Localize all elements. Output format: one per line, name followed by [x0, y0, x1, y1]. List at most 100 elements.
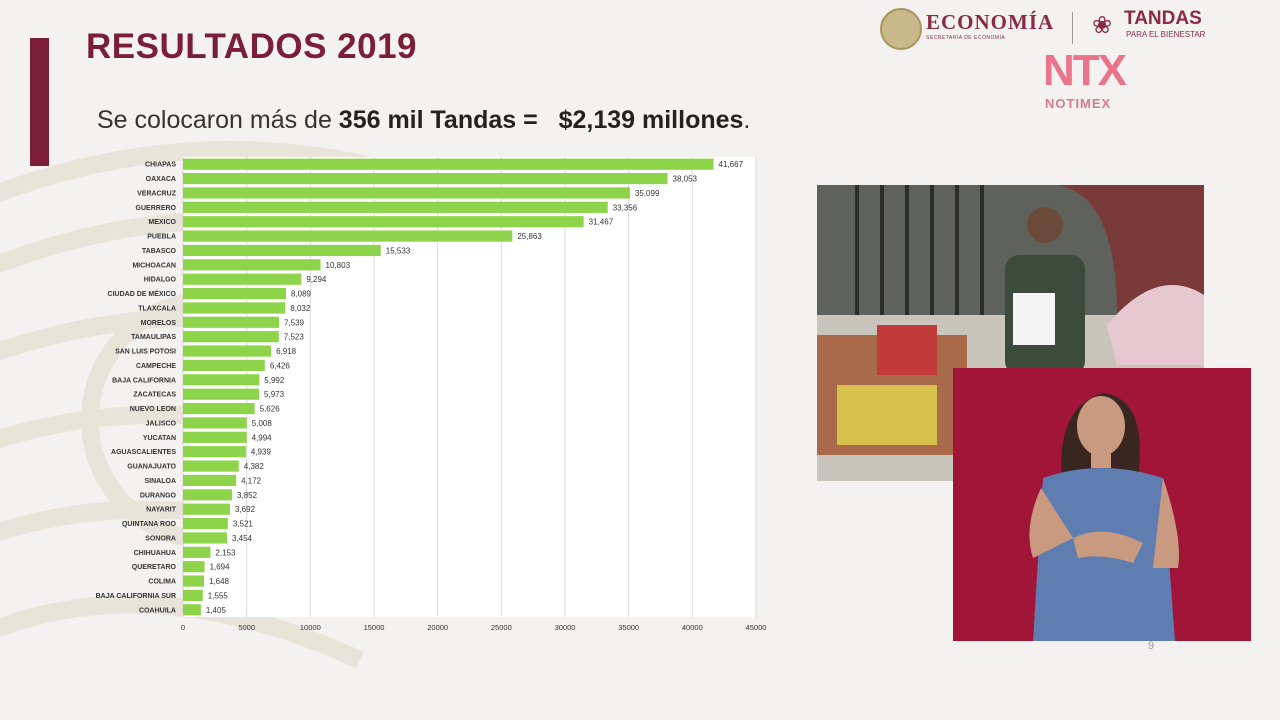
- category-label: CIUDAD DE MÉXICO: [108, 289, 177, 298]
- category-label: TLAXCALA: [138, 305, 176, 312]
- x-tick-label: 30000: [555, 623, 576, 632]
- data-label: 3,692: [235, 505, 256, 514]
- category-label: TABASCO: [142, 248, 177, 255]
- category-label: HIDALGO: [144, 277, 177, 284]
- category-label: CHIHUAHUA: [134, 550, 176, 557]
- subtitle-suffix: .: [743, 106, 751, 134]
- category-label: BAJA CALIFORNIA: [112, 377, 176, 384]
- logo-divider: [1072, 12, 1073, 44]
- category-label: CAMPECHE: [136, 363, 176, 370]
- bar: [183, 201, 608, 213]
- notimex-logo: NOTIMEX: [1045, 96, 1112, 111]
- tandas-flower-icon: ❀: [1092, 12, 1113, 39]
- category-label: COAHUILA: [139, 607, 176, 614]
- bar: [183, 359, 265, 372]
- data-label: 1,648: [209, 577, 230, 586]
- data-label: 25,863: [517, 232, 542, 241]
- accent-bar: [30, 38, 49, 166]
- category-label: YUCATAN: [143, 435, 176, 442]
- header-logos: ECONOMÍA SECRETARÍA DE ECONOMÍA ❀ TANDAS…: [880, 8, 1230, 50]
- category-label: GUERRERO: [136, 205, 177, 212]
- data-label: 38,053: [673, 175, 698, 184]
- bar: [183, 374, 260, 386]
- bar: [183, 316, 279, 328]
- tandas-sub: PARA EL BIENESTAR: [1126, 30, 1206, 39]
- data-label: 3,454: [232, 534, 253, 543]
- category-label: DURANGO: [140, 492, 177, 499]
- economia-sub: SECRETARÍA DE ECONOMÍA: [926, 35, 1006, 41]
- bar: [183, 402, 255, 415]
- sign-language-interpreter: [953, 368, 1251, 641]
- data-label: 7,523: [284, 333, 305, 342]
- bar: [183, 460, 239, 472]
- subtitle-tandas: 356 mil Tandas =: [338, 106, 538, 134]
- x-tick-label: 25000: [491, 623, 512, 632]
- bar: [183, 517, 228, 530]
- data-label: 15,533: [386, 246, 411, 255]
- category-label: CHIAPAS: [145, 162, 176, 169]
- subtitle: Se colocaron más de 356 mil Tandas = $2,…: [97, 106, 750, 135]
- category-label: SONORA: [145, 535, 176, 542]
- category-label: MICHOACAN: [132, 262, 176, 269]
- category-label: TAMAULIPAS: [131, 334, 176, 341]
- data-label: 35,099: [635, 189, 660, 198]
- data-label: 5,992: [264, 376, 285, 385]
- page-title: RESULTADOS 2019: [86, 27, 418, 66]
- data-label: 10,803: [326, 261, 351, 270]
- ntx-logo: NTX: [1043, 46, 1127, 95]
- x-tick-label: 10000: [300, 623, 321, 632]
- data-label: 5,973: [264, 390, 285, 399]
- category-label: ZACATECAS: [133, 392, 176, 399]
- bar: [183, 345, 272, 357]
- data-label: 5,626: [260, 405, 281, 414]
- bar: [183, 259, 321, 271]
- bar: [183, 230, 513, 242]
- bar: [183, 489, 233, 501]
- category-label: QUERETARO: [132, 564, 177, 571]
- data-label: 1,694: [210, 563, 231, 572]
- data-label: 1,555: [208, 591, 229, 600]
- data-label: 6,426: [270, 361, 291, 370]
- bar: [183, 575, 204, 587]
- data-label: 7,539: [284, 318, 305, 327]
- x-tick-label: 45000: [746, 623, 767, 632]
- bar: [183, 158, 714, 170]
- bar: [183, 503, 231, 515]
- data-label: 6,918: [276, 347, 297, 356]
- economia-logo: ECONOMÍA: [926, 10, 1055, 34]
- bar: [183, 561, 205, 573]
- data-label: 4,382: [244, 462, 265, 471]
- bar: [183, 331, 279, 343]
- bar: [183, 273, 302, 285]
- subtitle-amount: $2,139 millones: [558, 106, 744, 134]
- x-tick-label: 35000: [618, 623, 639, 632]
- bar: [183, 216, 584, 228]
- bar: [183, 302, 286, 314]
- category-label: SINALOA: [145, 478, 177, 485]
- x-tick-label: 5000: [238, 623, 255, 632]
- data-label: 9,294: [306, 275, 327, 284]
- category-label: MORELOS: [141, 320, 177, 327]
- data-label: 8,089: [291, 290, 312, 299]
- data-label: 1,405: [206, 606, 227, 615]
- data-label: 5,008: [252, 419, 273, 428]
- bar: [183, 589, 203, 602]
- category-label: OAXACA: [146, 176, 176, 183]
- category-label: QUINTANA ROO: [122, 521, 177, 528]
- bar: [183, 287, 286, 300]
- bar-chart: 0 5000 10000 15000 20000 25000 30000 35000 40000…: [96, 157, 767, 632]
- category-label: AGUASCALIENTES: [111, 449, 176, 456]
- data-label: 4,939: [251, 448, 272, 457]
- category-label: GUANAJUATO: [127, 464, 176, 471]
- data-label: 3,852: [237, 491, 258, 500]
- bar: [183, 604, 201, 616]
- bar: [183, 244, 381, 257]
- page-number: 9: [1148, 640, 1155, 652]
- bar: [183, 172, 668, 185]
- x-tick-label: 40000: [682, 623, 703, 632]
- data-label: 4,994: [252, 433, 273, 442]
- category-label: NUEVO LEON: [130, 406, 176, 413]
- x-tick-label: 0: [181, 623, 185, 632]
- bar: [183, 388, 260, 400]
